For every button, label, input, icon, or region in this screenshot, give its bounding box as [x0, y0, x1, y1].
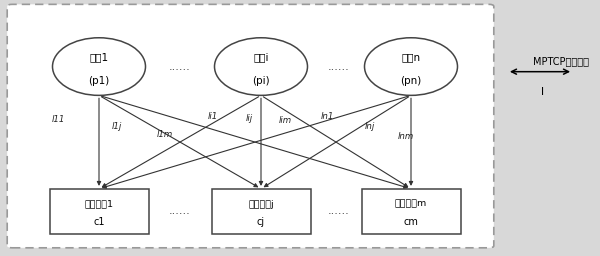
Ellipse shape — [53, 38, 146, 95]
Text: c1: c1 — [93, 217, 105, 227]
FancyBboxPatch shape — [212, 189, 311, 233]
Text: cj: cj — [257, 217, 265, 227]
Text: ......: ...... — [328, 206, 350, 216]
Text: 任务i: 任务i — [253, 52, 269, 62]
Ellipse shape — [215, 38, 308, 95]
Text: l1m: l1m — [157, 130, 173, 139]
Text: ln1: ln1 — [320, 112, 334, 121]
Text: ......: ...... — [169, 61, 191, 72]
Text: 网络接口1: 网络接口1 — [85, 199, 113, 209]
Text: 任务1: 任务1 — [89, 52, 109, 62]
Text: l: l — [541, 87, 545, 97]
Text: l1j: l1j — [112, 122, 122, 131]
Text: l11: l11 — [52, 114, 65, 124]
Text: ......: ...... — [169, 206, 191, 216]
Text: (pi): (pi) — [252, 76, 270, 86]
Text: li1: li1 — [208, 112, 218, 121]
Text: (pn): (pn) — [400, 76, 422, 86]
Text: 任务n: 任务n — [401, 52, 421, 62]
Text: (p1): (p1) — [88, 76, 110, 86]
Ellipse shape — [365, 38, 458, 95]
Text: lnm: lnm — [397, 132, 414, 141]
Text: MPTCP子路径：: MPTCP子路径： — [533, 56, 589, 67]
Text: 网络接口j: 网络接口j — [248, 199, 274, 209]
Text: 网络接口m: 网络接口m — [395, 199, 427, 209]
FancyBboxPatch shape — [7, 4, 494, 248]
Text: lnj: lnj — [365, 122, 376, 131]
FancyBboxPatch shape — [361, 189, 461, 233]
FancyBboxPatch shape — [49, 189, 149, 233]
Text: cm: cm — [404, 217, 418, 227]
Text: lij: lij — [245, 114, 253, 123]
Text: lim: lim — [278, 116, 292, 125]
Text: ......: ...... — [328, 61, 350, 72]
